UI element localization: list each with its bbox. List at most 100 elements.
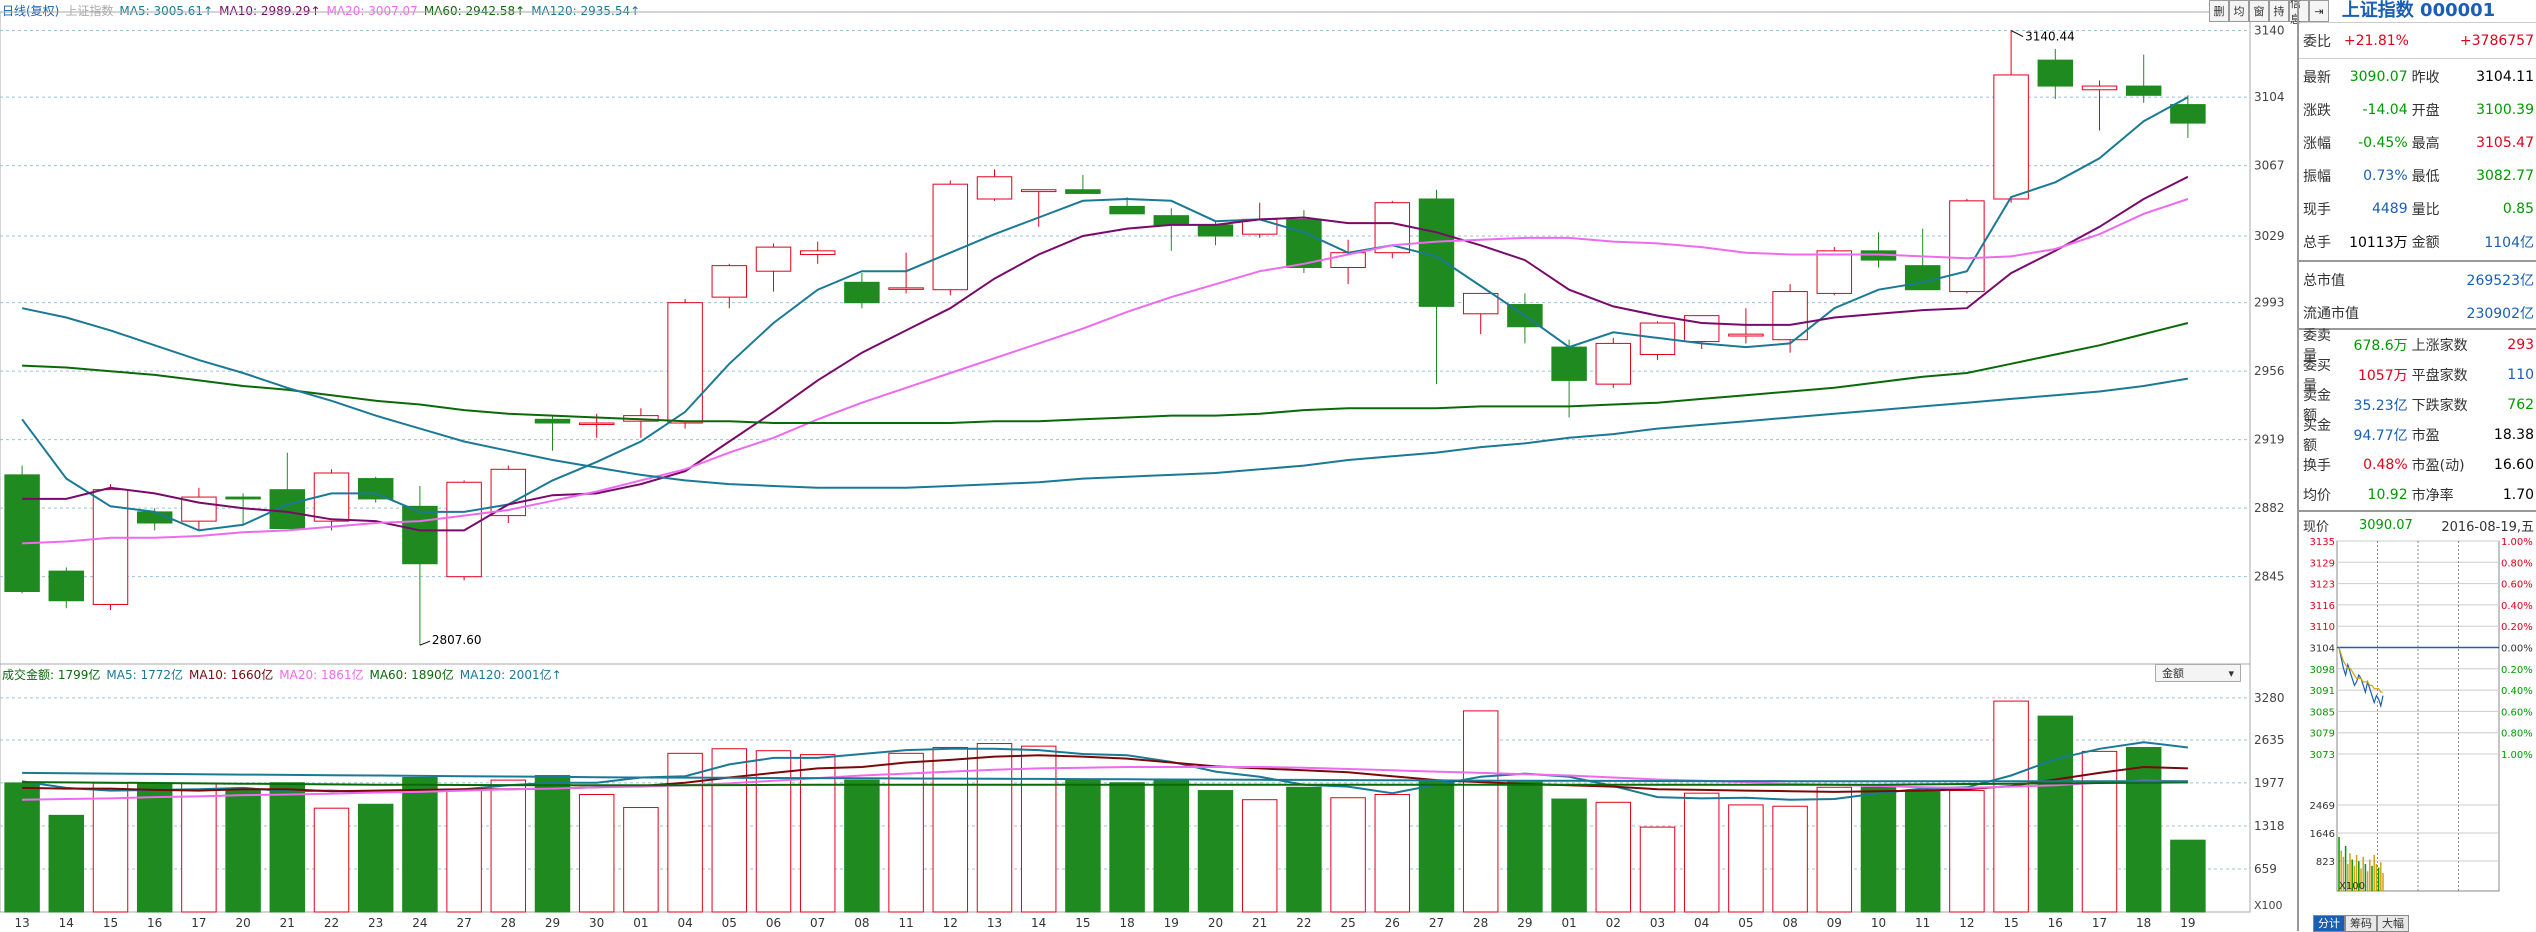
x-tick-label: 17	[2092, 916, 2107, 930]
panel-tab[interactable]: 筹码	[2345, 915, 2377, 932]
chevron-down-icon: ▾	[2228, 666, 2234, 680]
volume-bar	[1109, 782, 1145, 913]
vol-legend-item: MA20: 1861亿	[279, 668, 364, 682]
quote-label: 开盘	[2411, 102, 2440, 119]
mini-vol-tick: 2469	[2310, 801, 2335, 812]
market-cap-value: 269523亿	[2466, 272, 2534, 289]
quote-value: 1104亿	[2484, 234, 2534, 251]
quote-value: 3105.47	[2476, 134, 2534, 151]
candle-body	[48, 570, 85, 602]
x-tick-label: 26	[1385, 916, 1400, 930]
mini-left-tick: 3123	[2310, 580, 2335, 591]
x-tick-label: 20	[1208, 916, 1223, 930]
tool-button[interactable]: 持	[2269, 0, 2289, 22]
candle-body	[1197, 224, 1234, 237]
candle-body	[2037, 59, 2074, 87]
x-tick-label: 04	[1694, 916, 1709, 930]
x-tick-label: 21	[1252, 916, 1267, 930]
market-stat-row: 均价 10.92 市净率 1.70	[2299, 480, 2536, 510]
main-y-tick: 3104	[2254, 90, 2285, 104]
vol-ma-line-ma120	[22, 771, 2188, 783]
volume-bar	[1993, 700, 2029, 913]
candle-body	[1816, 250, 1853, 294]
main-y-tick: 2956	[2254, 364, 2285, 378]
x-tick-label: 10	[1871, 916, 1886, 930]
x-tick-label: 19	[2180, 916, 2195, 930]
stat-label: 委卖量	[2303, 328, 2331, 364]
low-pointer	[419, 640, 431, 646]
x-tick-label: 14	[59, 916, 74, 930]
panel-tab[interactable]: 分计	[2313, 915, 2345, 932]
volume-bar	[313, 807, 350, 913]
candle-body	[4, 474, 40, 592]
kline-chart-area[interactable]: 日线(复权) 上证指数 MA5: 3005.61↑ MA10: 2989.29↑ MA2…	[0, 0, 2329, 931]
stat-value: 10.92	[2367, 487, 2408, 503]
ma-line-ma120	[21, 307, 2189, 489]
main-y-tick: 2845	[2254, 570, 2285, 584]
mini-vol-tick: 823	[2316, 857, 2335, 868]
volume-bar	[446, 789, 482, 913]
intraday-mini-chart[interactable]: 3135 1.00% 3129 0.80% 3123 0.60% 3116 0.40% 3110…	[2299, 537, 2536, 915]
candle-body	[1728, 333, 1764, 337]
volume-bar	[269, 782, 306, 913]
ma-line-ma5	[21, 96, 2189, 532]
panel-tabs: 分计 筹码 大幅	[2313, 915, 2409, 932]
stat-label: 上涨家数	[2411, 338, 2468, 354]
x-tick-label: 11	[898, 916, 913, 930]
candle-body	[755, 246, 792, 272]
x-tick-label: 01	[633, 916, 648, 930]
mini-right-tick: 0.20%	[2501, 665, 2533, 676]
x-tick-label: 19	[1164, 916, 1179, 930]
tool-button[interactable]: 删	[2209, 0, 2229, 22]
quote-label: 涨跌	[2303, 102, 2331, 119]
vol-y-tick: 1318	[2254, 819, 2285, 833]
candle-body	[1683, 315, 1720, 343]
volume-bar	[4, 782, 40, 913]
x-tick-label: 18	[1119, 916, 1134, 930]
x-tick-label: 22	[324, 916, 339, 930]
chart-toolbar: 删均窗持信息 ⇥	[2209, 0, 2329, 26]
volume-bar	[1904, 790, 1941, 913]
volume-bar	[1860, 786, 1897, 913]
stat-label: 市盈	[2411, 428, 2440, 444]
volume-bar	[1374, 793, 1411, 913]
x-tick-label: 03	[1650, 916, 1665, 930]
volume-bar	[711, 748, 748, 913]
volume-bar	[2081, 750, 2118, 913]
mini-left-tick: 3098	[2310, 665, 2335, 676]
x-tick-label: 06	[766, 916, 781, 930]
stat-label: 平盘家数	[2411, 368, 2468, 384]
x-tick-label: 16	[147, 916, 162, 930]
market-cap-label: 总市值	[2303, 272, 2345, 289]
volume-indicator-select[interactable]: 金额 ▾	[2155, 664, 2241, 682]
volume-chart-legend: 成交金额: 1799亿 MA5: 1772亿 MA10: 1660亿 MA20: 18…	[2, 666, 568, 683]
x-tick-label: 30	[589, 916, 604, 930]
main-plot-frame	[0, 11, 2251, 665]
tool-button[interactable]: ⇥	[2309, 0, 2329, 22]
vol-legend-item: 成交金额: 1799亿	[2, 668, 101, 682]
mini-left-tick: 3104	[2310, 644, 2335, 655]
x-tick-label: 16	[2048, 916, 2063, 930]
volume-bar	[1418, 780, 1455, 913]
weibi-value: +3786757	[2459, 32, 2534, 49]
tool-button[interactable]: 窗	[2249, 0, 2269, 22]
quote-value: 3090.07	[2349, 68, 2408, 85]
tool-button[interactable]: 均	[2229, 0, 2249, 22]
x-tick-label: 27	[1429, 916, 1444, 930]
intraday-header: 现价 3090.07 2016-08-19,五	[2299, 513, 2536, 537]
quote-row: 涨跌 -14.04 开盘 3100.39	[2299, 93, 2536, 126]
volume-bar	[1683, 792, 1720, 913]
volume-bar	[888, 752, 924, 913]
stat-value: 94.77亿	[2353, 428, 2408, 444]
mini-left-tick: 3079	[2310, 729, 2335, 740]
quote-value: -14.04	[2362, 101, 2408, 118]
volume-bar	[1639, 826, 1676, 913]
volume-bar	[1595, 801, 1632, 913]
stat-value: 1057万	[2357, 368, 2408, 384]
high-label: 3140.44	[2025, 30, 2075, 44]
x-tick-label: 25	[1340, 916, 1355, 930]
kline-svg[interactable]: 3140310430673029299329562919288228453280…	[0, 0, 2296, 931]
vol-y-tick: 1977	[2254, 776, 2285, 790]
tool-button[interactable]: 信息	[2289, 0, 2309, 26]
panel-tab[interactable]: 大幅	[2377, 915, 2409, 932]
